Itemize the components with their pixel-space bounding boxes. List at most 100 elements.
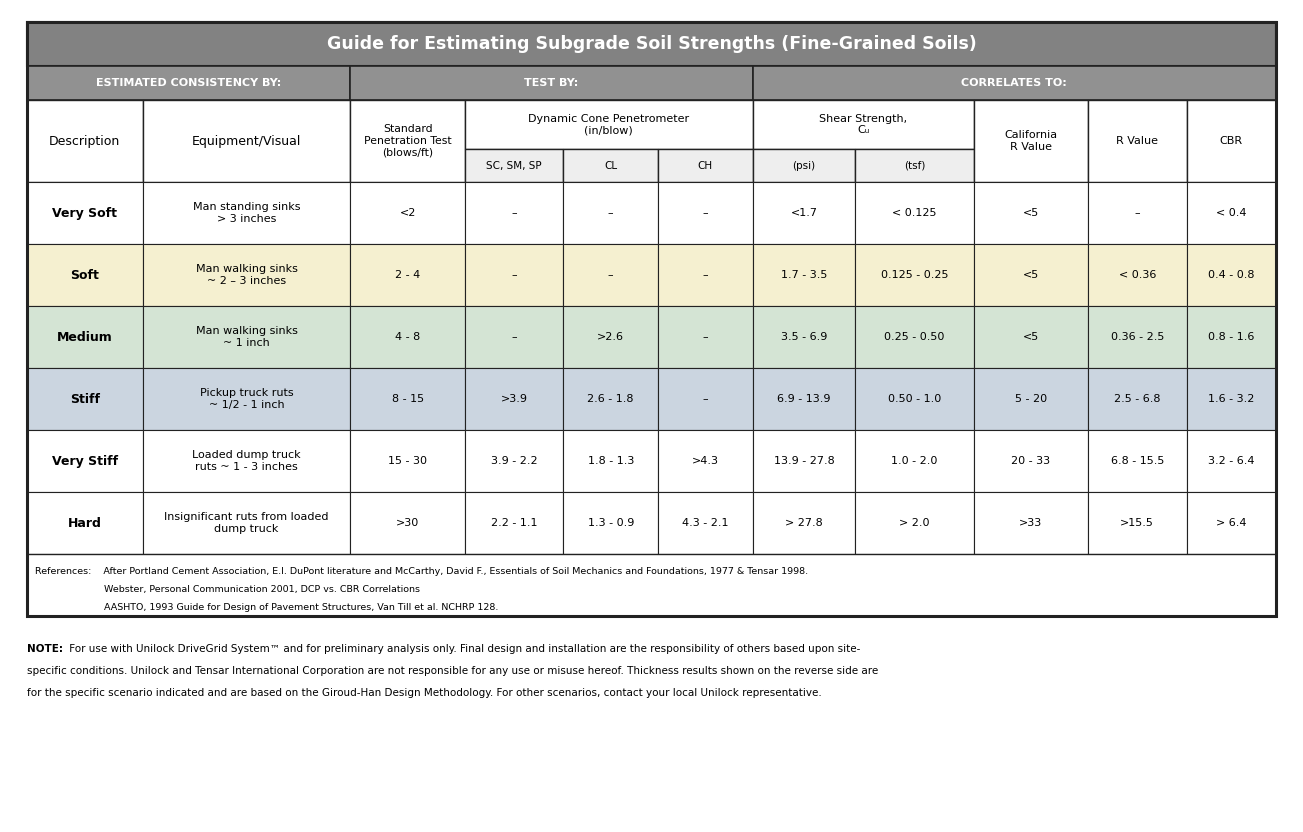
Text: Description: Description bbox=[50, 135, 120, 147]
Bar bbox=[1187, 100, 1276, 182]
Text: < 0.4: < 0.4 bbox=[1216, 208, 1247, 218]
Text: 2 - 4: 2 - 4 bbox=[395, 270, 421, 280]
Bar bbox=[465, 430, 563, 492]
Bar bbox=[143, 100, 351, 182]
Text: Dynamic Cone Penetrometer
(in/blow): Dynamic Cone Penetrometer (in/blow) bbox=[528, 114, 689, 136]
Text: CH: CH bbox=[698, 161, 713, 171]
Text: Webster, Personal Communication 2001, DCP vs. CBR Correlations: Webster, Personal Communication 2001, DC… bbox=[35, 585, 420, 594]
Bar bbox=[973, 100, 1088, 182]
Bar bbox=[1088, 492, 1187, 554]
Bar bbox=[753, 244, 855, 306]
Bar bbox=[465, 492, 563, 554]
Bar bbox=[143, 492, 351, 554]
Text: Medium: Medium bbox=[57, 330, 113, 344]
Bar bbox=[351, 368, 465, 430]
Text: 6.9 - 13.9: 6.9 - 13.9 bbox=[778, 394, 831, 404]
Text: 1.0 - 2.0: 1.0 - 2.0 bbox=[891, 456, 938, 466]
Text: <5: <5 bbox=[1023, 270, 1038, 280]
Text: 20 - 33: 20 - 33 bbox=[1011, 456, 1050, 466]
Text: < 0.36: < 0.36 bbox=[1118, 270, 1156, 280]
Bar bbox=[753, 306, 855, 368]
Text: (tsf): (tsf) bbox=[904, 161, 925, 171]
Text: Loaded dump truck
ruts ~ 1 - 3 inches: Loaded dump truck ruts ~ 1 - 3 inches bbox=[193, 450, 301, 472]
Bar bbox=[351, 430, 465, 492]
Text: Very Soft: Very Soft bbox=[52, 206, 117, 220]
Text: R Value: R Value bbox=[1117, 136, 1158, 146]
Bar bbox=[1187, 492, 1276, 554]
Bar bbox=[753, 66, 1276, 100]
Text: <5: <5 bbox=[1023, 208, 1038, 218]
Text: 3.9 - 2.2: 3.9 - 2.2 bbox=[491, 456, 537, 466]
Bar bbox=[973, 306, 1088, 368]
Text: >3.9: >3.9 bbox=[500, 394, 528, 404]
Bar bbox=[465, 100, 753, 149]
Bar bbox=[1187, 182, 1276, 244]
Bar bbox=[143, 430, 351, 492]
Bar bbox=[1187, 244, 1276, 306]
Bar bbox=[27, 554, 1276, 616]
Text: NOTE:: NOTE: bbox=[27, 644, 63, 654]
Text: 13.9 - 27.8: 13.9 - 27.8 bbox=[774, 456, 834, 466]
Bar bbox=[753, 430, 855, 492]
Bar bbox=[855, 430, 973, 492]
Text: 2.2 - 1.1: 2.2 - 1.1 bbox=[491, 518, 537, 528]
Bar bbox=[855, 149, 973, 182]
Text: 8 - 15: 8 - 15 bbox=[392, 394, 423, 404]
Text: Insignificant ruts from loaded
dump truck: Insignificant ruts from loaded dump truc… bbox=[164, 513, 328, 534]
Text: (psi): (psi) bbox=[792, 161, 816, 171]
Text: >15.5: >15.5 bbox=[1121, 518, 1154, 528]
Bar bbox=[658, 149, 753, 182]
Text: –: – bbox=[609, 208, 614, 218]
Text: for the specific scenario indicated and are based on the Giroud-Han Design Metho: for the specific scenario indicated and … bbox=[27, 688, 822, 698]
Bar bbox=[658, 244, 753, 306]
Text: 0.36 - 2.5: 0.36 - 2.5 bbox=[1110, 332, 1164, 342]
Bar bbox=[143, 306, 351, 368]
Text: <5: <5 bbox=[1023, 332, 1038, 342]
Bar bbox=[27, 100, 143, 182]
Bar bbox=[563, 244, 658, 306]
Bar bbox=[753, 149, 855, 182]
Text: References:    After Portland Cement Association, E.I. DuPont literature and McC: References: After Portland Cement Associ… bbox=[35, 567, 808, 576]
Text: >33: >33 bbox=[1019, 518, 1042, 528]
Bar bbox=[1088, 244, 1187, 306]
Text: –: – bbox=[1135, 208, 1140, 218]
Text: 0.25 - 0.50: 0.25 - 0.50 bbox=[885, 332, 945, 342]
Text: ESTIMATED CONSISTENCY BY:: ESTIMATED CONSISTENCY BY: bbox=[96, 78, 281, 88]
Bar bbox=[27, 306, 143, 368]
Bar bbox=[855, 244, 973, 306]
Bar bbox=[563, 149, 658, 182]
Bar bbox=[1187, 306, 1276, 368]
Bar bbox=[465, 182, 563, 244]
Text: 5 - 20: 5 - 20 bbox=[1015, 394, 1046, 404]
Bar bbox=[351, 66, 753, 100]
Bar bbox=[27, 430, 143, 492]
Bar bbox=[855, 182, 973, 244]
Bar bbox=[855, 368, 973, 430]
Bar bbox=[563, 368, 658, 430]
Bar bbox=[658, 182, 753, 244]
Text: For use with Unilock DriveGrid System™ and for preliminary analysis only. Final : For use with Unilock DriveGrid System™ a… bbox=[66, 644, 860, 654]
Bar bbox=[143, 182, 351, 244]
Text: Standard
Penetration Test
(blows/ft): Standard Penetration Test (blows/ft) bbox=[364, 125, 451, 157]
Bar bbox=[658, 430, 753, 492]
Text: Very Stiff: Very Stiff bbox=[52, 454, 117, 468]
Text: CBR: CBR bbox=[1220, 136, 1243, 146]
Bar bbox=[1187, 430, 1276, 492]
Bar bbox=[563, 306, 658, 368]
Text: 0.8 - 1.6: 0.8 - 1.6 bbox=[1208, 332, 1255, 342]
Text: 0.4 - 0.8: 0.4 - 0.8 bbox=[1208, 270, 1255, 280]
Text: –: – bbox=[511, 270, 517, 280]
Bar bbox=[1088, 430, 1187, 492]
Text: Soft: Soft bbox=[70, 269, 99, 281]
Text: > 27.8: > 27.8 bbox=[786, 518, 823, 528]
Text: Man walking sinks
~ 2 – 3 inches: Man walking sinks ~ 2 – 3 inches bbox=[195, 265, 297, 286]
Text: 1.7 - 3.5: 1.7 - 3.5 bbox=[780, 270, 827, 280]
Text: Man walking sinks
~ 1 inch: Man walking sinks ~ 1 inch bbox=[195, 326, 297, 348]
Bar bbox=[753, 182, 855, 244]
Bar bbox=[973, 244, 1088, 306]
Bar bbox=[1088, 368, 1187, 430]
Text: >30: >30 bbox=[396, 518, 420, 528]
Text: AASHTO, 1993 Guide for Design of Pavement Structures, Van Till et al. NCHRP 128.: AASHTO, 1993 Guide for Design of Pavemen… bbox=[35, 603, 498, 612]
Bar bbox=[465, 244, 563, 306]
Text: California
R Value: California R Value bbox=[1005, 130, 1057, 151]
